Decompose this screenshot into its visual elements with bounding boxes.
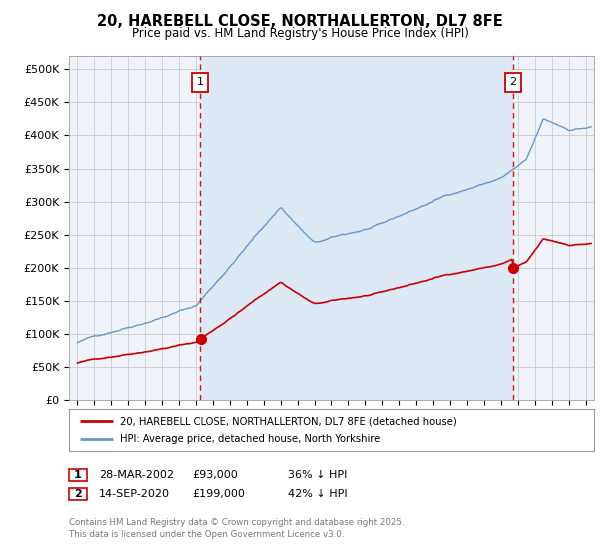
Text: 20, HAREBELL CLOSE, NORTHALLERTON, DL7 8FE (detached house): 20, HAREBELL CLOSE, NORTHALLERTON, DL7 8… — [120, 417, 457, 426]
Text: 14-SEP-2020: 14-SEP-2020 — [99, 489, 170, 499]
Text: 1: 1 — [196, 77, 203, 87]
Text: Contains HM Land Registry data © Crown copyright and database right 2025.
This d: Contains HM Land Registry data © Crown c… — [69, 518, 404, 539]
Text: £199,000: £199,000 — [192, 489, 245, 499]
Text: 2: 2 — [74, 489, 82, 499]
Text: Price paid vs. HM Land Registry's House Price Index (HPI): Price paid vs. HM Land Registry's House … — [131, 27, 469, 40]
Bar — [200, 56, 513, 400]
Text: 28-MAR-2002: 28-MAR-2002 — [99, 470, 174, 480]
Text: 2: 2 — [509, 77, 517, 87]
Text: 20, HAREBELL CLOSE, NORTHALLERTON, DL7 8FE: 20, HAREBELL CLOSE, NORTHALLERTON, DL7 8… — [97, 14, 503, 29]
Text: 1: 1 — [74, 470, 82, 480]
Text: £93,000: £93,000 — [192, 470, 238, 480]
Text: HPI: Average price, detached house, North Yorkshire: HPI: Average price, detached house, Nort… — [120, 434, 380, 444]
Text: 36% ↓ HPI: 36% ↓ HPI — [288, 470, 347, 480]
Text: 42% ↓ HPI: 42% ↓ HPI — [288, 489, 347, 499]
